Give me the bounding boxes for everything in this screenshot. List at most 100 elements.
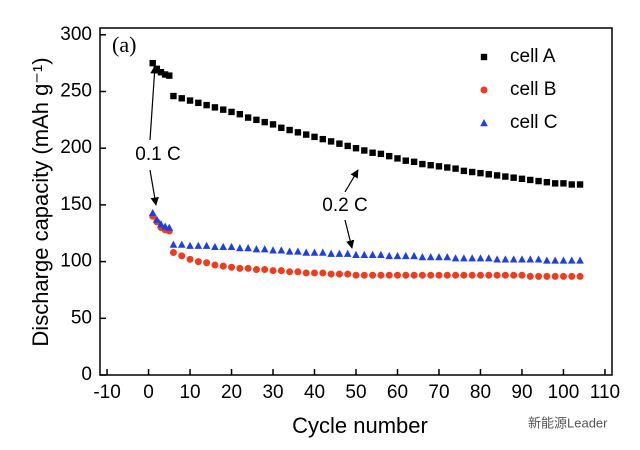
marker — [203, 259, 211, 267]
marker — [228, 263, 236, 271]
marker — [360, 250, 369, 258]
marker — [435, 271, 443, 279]
marker — [410, 251, 418, 260]
marker — [468, 271, 476, 279]
marker — [228, 108, 235, 116]
marker — [361, 147, 368, 154]
marker — [195, 99, 202, 107]
marker — [543, 256, 551, 264]
marker — [543, 179, 551, 186]
marker — [451, 254, 460, 262]
marker — [460, 254, 468, 262]
marker — [169, 240, 178, 248]
marker — [319, 135, 327, 143]
marker — [236, 264, 244, 272]
marker — [559, 272, 567, 280]
marker — [157, 220, 165, 228]
x-tick-label: 60 — [387, 382, 408, 403]
marker — [501, 255, 510, 263]
marker — [551, 180, 559, 187]
marker — [311, 269, 319, 277]
marker — [460, 271, 468, 279]
marker — [510, 174, 517, 181]
marker — [510, 271, 518, 279]
annotation: 0.2 C — [322, 195, 367, 216]
marker — [148, 208, 157, 217]
arrow — [149, 169, 159, 206]
marker — [394, 155, 401, 162]
marker — [252, 266, 260, 274]
marker — [559, 256, 568, 264]
marker — [360, 271, 368, 279]
marker — [452, 165, 459, 172]
legend-label: cell C — [510, 112, 558, 133]
marker — [335, 249, 344, 257]
marker — [236, 110, 244, 118]
marker — [576, 181, 584, 188]
marker — [310, 248, 319, 256]
marker — [419, 160, 426, 168]
marker — [377, 250, 385, 258]
marker — [352, 271, 360, 279]
arrow — [149, 65, 159, 141]
marker — [343, 249, 352, 257]
marker — [418, 253, 427, 261]
marker — [194, 258, 202, 266]
marker — [344, 270, 352, 278]
marker — [269, 246, 277, 254]
legend-marker — [480, 119, 488, 127]
marker — [170, 92, 177, 100]
marker — [527, 176, 534, 184]
marker — [177, 240, 186, 248]
marker — [294, 247, 302, 255]
marker — [166, 72, 173, 79]
marker — [427, 271, 435, 279]
marker — [269, 267, 277, 275]
marker — [319, 269, 327, 277]
y-tick-label: 150 — [60, 194, 92, 215]
marker — [493, 271, 501, 279]
marker — [534, 255, 543, 263]
marker — [165, 223, 174, 231]
marker — [286, 126, 293, 134]
x-tick-label: 0 — [143, 382, 154, 403]
y-tick-label: 100 — [60, 251, 92, 272]
marker — [443, 253, 452, 261]
marker — [402, 157, 409, 164]
marker — [493, 172, 501, 179]
marker — [327, 249, 335, 257]
y-tick-label: 250 — [60, 81, 92, 102]
marker — [393, 251, 402, 260]
marker — [476, 271, 484, 279]
x-tick-label: 70 — [428, 382, 449, 403]
marker — [335, 270, 343, 278]
marker — [194, 241, 203, 249]
marker — [244, 264, 252, 272]
marker — [576, 256, 584, 264]
marker — [219, 242, 228, 251]
marker — [568, 181, 575, 188]
x-tick-label: 90 — [511, 382, 532, 403]
marker — [261, 118, 268, 126]
marker — [327, 138, 335, 145]
marker — [303, 131, 310, 138]
marker — [244, 114, 252, 121]
marker — [427, 162, 434, 169]
marker — [485, 171, 492, 178]
marker — [568, 272, 576, 280]
legend-label: cell B — [510, 79, 556, 100]
x-tick-label: 50 — [345, 382, 366, 403]
x-tick-label: 30 — [262, 382, 283, 403]
marker — [253, 116, 260, 124]
marker — [169, 249, 177, 257]
marker — [377, 150, 385, 158]
marker — [344, 142, 351, 150]
marker — [149, 59, 156, 67]
marker — [576, 272, 584, 280]
marker — [278, 124, 285, 131]
marker — [161, 71, 169, 78]
x-tick-label: 40 — [304, 382, 325, 403]
marker — [236, 243, 244, 252]
marker — [352, 145, 360, 152]
